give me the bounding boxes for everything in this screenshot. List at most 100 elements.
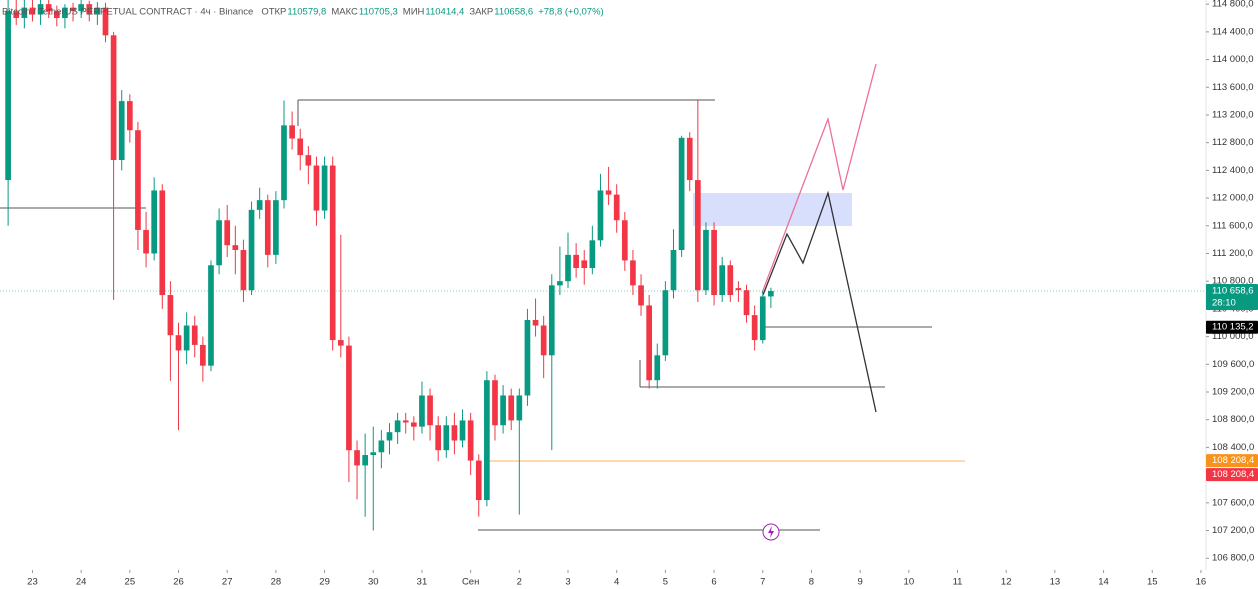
candles — [5, 0, 774, 531]
candle-body — [13, 11, 20, 19]
x-tick-label: 26 — [173, 577, 184, 588]
candle-body — [378, 440, 385, 453]
x-tick-label: 27 — [222, 577, 233, 588]
header-label: ОТКР — [261, 7, 286, 18]
y-tick-label: 112 800,0 — [1212, 137, 1254, 148]
y-tick-label: 112 400,0 — [1212, 165, 1254, 176]
candle-body — [621, 220, 628, 261]
price-label: 110 658,6 — [1212, 285, 1254, 296]
candle-body — [240, 250, 247, 291]
x-tick-label: 12 — [1001, 577, 1012, 588]
x-tick-label: 9 — [857, 577, 862, 588]
candle-body — [337, 340, 344, 346]
price-label-box — [1206, 320, 1258, 334]
candle-body — [29, 7, 36, 15]
header-value: 110658,6 — [494, 7, 533, 18]
candle-body — [492, 380, 498, 426]
candle-body — [581, 260, 588, 269]
candle-body — [613, 194, 620, 221]
symbol-title: Bitcoin / TetherUS PERPETUAL CONTRACT · … — [2, 7, 253, 18]
candle-body — [703, 229, 709, 291]
candle-body — [565, 254, 571, 282]
candle-body — [370, 452, 377, 456]
candle-body — [216, 220, 222, 266]
candle-body — [126, 101, 133, 131]
header-value: 110579,8 — [287, 7, 326, 18]
candle-body — [516, 395, 523, 421]
candle-body — [281, 125, 287, 201]
candle-body — [135, 130, 141, 230]
header-value: 110705,3 — [359, 7, 398, 18]
x-tick-label: 28 — [271, 577, 282, 588]
x-tick-label: 15 — [1147, 577, 1158, 588]
candle-body — [183, 325, 190, 351]
y-tick-label: 107 200,0 — [1212, 525, 1254, 536]
candle-body — [435, 425, 442, 451]
y-tick-label: 109 600,0 — [1212, 359, 1254, 370]
header-value: 110414,4 — [425, 7, 464, 18]
y-tick-label: 108 800,0 — [1212, 414, 1254, 425]
x-tick-label: 6 — [711, 577, 716, 588]
candle-body — [735, 288, 742, 291]
candle-body — [175, 335, 182, 351]
x-tick-label: 25 — [125, 577, 136, 588]
x-tick-label: 7 — [760, 577, 765, 588]
candle-body — [500, 395, 506, 426]
candle-body — [597, 190, 604, 241]
y-tick-label: 110 800,0 — [1212, 276, 1254, 287]
candle-body — [638, 285, 644, 306]
candle-body — [540, 325, 547, 356]
candle-body — [110, 35, 117, 160]
candle-body — [589, 240, 596, 269]
candle-body — [5, 11, 11, 181]
candle-body — [159, 190, 166, 296]
candle-body — [557, 281, 563, 286]
candle-body — [118, 101, 125, 160]
candle-body — [256, 200, 263, 210]
candle-body — [686, 137, 693, 181]
x-tick-label: 31 — [417, 577, 428, 588]
candle-body — [768, 290, 774, 297]
candle-body — [94, 7, 101, 15]
price-label: 108 208,4 — [1212, 455, 1254, 466]
y-tick-label: 112 000,0 — [1212, 193, 1254, 204]
candle-body — [224, 220, 231, 246]
x-tick-label: 8 — [809, 577, 814, 588]
candle-body — [232, 245, 239, 251]
candle-body — [386, 432, 393, 441]
header-label: МАКС — [331, 7, 358, 18]
candle-body — [143, 229, 149, 254]
candle-body — [86, 4, 93, 15]
projection — [762, 190, 877, 413]
candle-body — [273, 200, 279, 255]
candle-body — [289, 125, 295, 139]
candle-body — [102, 7, 109, 36]
price-label-box — [1206, 454, 1258, 468]
candle-body — [410, 422, 417, 427]
candle-body — [329, 165, 336, 341]
candle-body — [467, 420, 474, 461]
header-label: МИН — [403, 7, 425, 18]
x-tick-label: 16 — [1196, 577, 1207, 588]
x-tick-label: 10 — [904, 577, 915, 588]
candle-body — [264, 200, 271, 255]
candle-body — [727, 265, 734, 296]
candle-body — [70, 7, 76, 12]
candle-body — [508, 395, 515, 421]
candle-body — [354, 450, 360, 466]
candle-body — [62, 7, 68, 19]
candle-body — [573, 254, 579, 269]
x-tick-label: 30 — [368, 577, 379, 588]
x-tick-label: 3 — [565, 577, 570, 588]
candle-body — [53, 11, 60, 19]
candle-body — [346, 345, 352, 451]
x-tick-label: 23 — [27, 577, 38, 588]
x-tick-label: 29 — [319, 577, 330, 588]
candle-body — [362, 455, 368, 466]
y-tick-label: 110 000,0 — [1212, 331, 1254, 342]
x-tick-label: 14 — [1098, 577, 1109, 588]
candle-body — [394, 420, 401, 433]
candle-body — [475, 460, 482, 501]
drawings — [0, 0, 1207, 570]
